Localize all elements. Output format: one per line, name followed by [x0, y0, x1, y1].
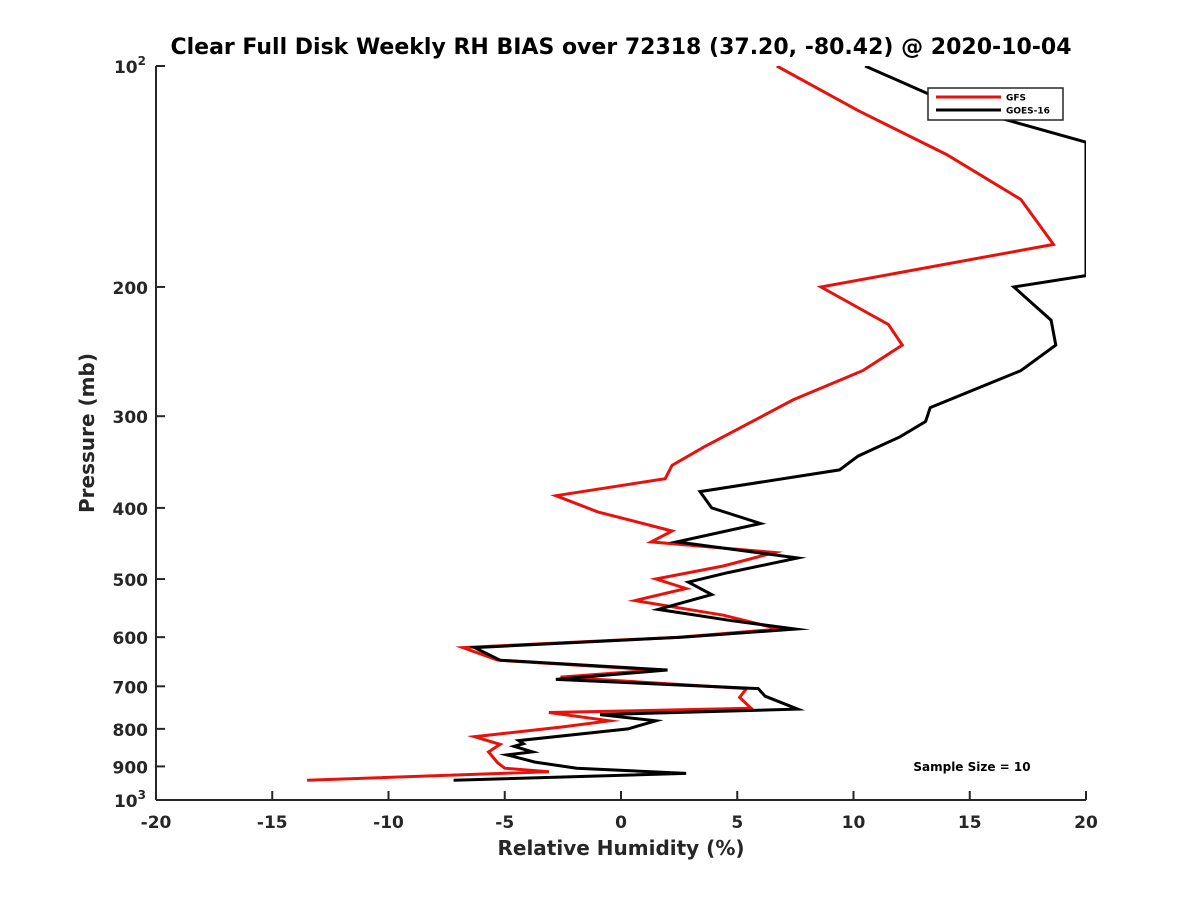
y-tick-label: 300 [113, 408, 149, 428]
y-tick-label: 200 [113, 279, 149, 299]
x-tick-label: -20 [141, 813, 172, 833]
x-axis-label: Relative Humidity (%) [497, 836, 744, 860]
legend-label: GFS [1006, 94, 1026, 104]
axes: -20 -15 -10 -5 0 5 10 15 20 102 200 300 400 500 600 700… [113, 54, 1098, 833]
y-tick-label: 700 [113, 678, 149, 698]
y-tick-label: 103 [114, 788, 146, 812]
x-tick-label: 5 [731, 813, 743, 833]
y-axis-label: Pressure (mb) [75, 353, 99, 513]
series-line-gfs [307, 66, 1057, 782]
legend: GFS GOES-16 [927, 87, 1064, 121]
legend-label: GOES-16 [1006, 107, 1050, 117]
legend-box [927, 87, 1064, 121]
sample-size-annotation: Sample Size = 10 [913, 760, 1030, 774]
x-tick-label: 10 [842, 813, 866, 833]
x-tick-label: 15 [958, 813, 982, 833]
y-tick-label: 900 [113, 758, 149, 778]
x-tick-label: -15 [257, 813, 288, 833]
y-tick-label: 800 [113, 721, 149, 741]
plot-lines [307, 66, 1086, 782]
y-tick-label: 500 [113, 571, 149, 591]
x-tick-label: 0 [615, 813, 627, 833]
chart-title: Clear Full Disk Weekly RH BIAS over 7231… [170, 35, 1071, 60]
x-tick-label: -10 [373, 813, 404, 833]
x-tick-label: -5 [495, 813, 514, 833]
series-line-goes-16 [453, 66, 1086, 782]
x-tick-label: 20 [1074, 813, 1098, 833]
y-tick-label: 400 [113, 500, 149, 520]
y-tick-label: 102 [114, 54, 146, 78]
y-tick-label: 600 [113, 629, 149, 649]
